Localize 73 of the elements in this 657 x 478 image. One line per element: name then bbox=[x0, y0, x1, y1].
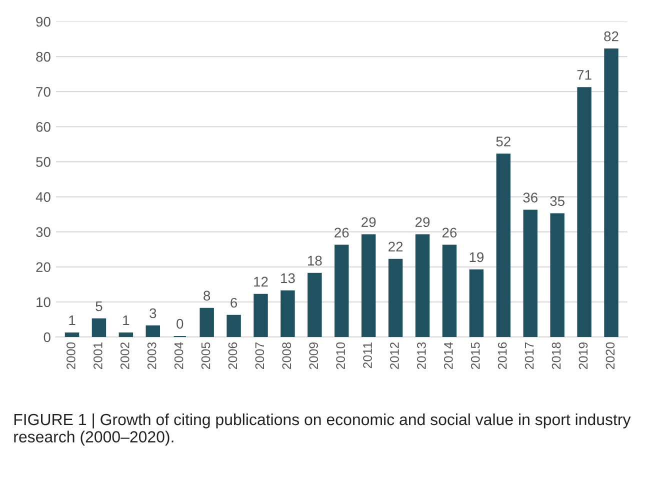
data-label: 22 bbox=[388, 242, 403, 252]
y-tick-label: 20 bbox=[36, 262, 50, 272]
x-tick-label: 2001 bbox=[93, 342, 102, 370]
x-tick-label: 2012 bbox=[390, 342, 399, 370]
x-tick-label: 2006 bbox=[228, 342, 238, 370]
y-tick-label: 70 bbox=[36, 86, 50, 97]
data-label: 18 bbox=[308, 256, 322, 266]
y-tick-label: 10 bbox=[36, 297, 50, 308]
data-label: 1 bbox=[69, 315, 76, 326]
bar bbox=[254, 294, 268, 337]
bar bbox=[92, 318, 106, 337]
x-tick-label: 2017 bbox=[524, 342, 534, 370]
y-tick-label: 90 bbox=[36, 16, 50, 27]
data-label: 5 bbox=[96, 301, 102, 312]
x-tick-label: 2015 bbox=[470, 342, 480, 370]
data-label: 13 bbox=[281, 273, 295, 284]
x-tick-label: 2009 bbox=[309, 342, 318, 370]
data-label: 29 bbox=[362, 217, 376, 228]
y-tick-label: 40 bbox=[36, 192, 50, 202]
x-tick-label: 2005 bbox=[201, 342, 210, 370]
bar bbox=[415, 234, 430, 337]
bar bbox=[523, 210, 538, 337]
bar bbox=[442, 244, 457, 337]
bar bbox=[226, 314, 241, 337]
data-label: 26 bbox=[442, 228, 457, 238]
bar bbox=[200, 308, 214, 337]
x-tick-label: 2010 bbox=[336, 342, 345, 370]
bar bbox=[118, 332, 134, 337]
bar bbox=[308, 272, 322, 337]
x-tick-label: 2020 bbox=[606, 342, 615, 370]
x-tick-label: 2011 bbox=[363, 342, 372, 368]
data-label: 1 bbox=[123, 315, 130, 326]
bar bbox=[604, 48, 618, 337]
bar bbox=[388, 258, 403, 337]
caption: FIGURE 1 | Growth of citing publications on economic and social value in sport industry research (2000–2020). bbox=[14, 413, 631, 446]
bar bbox=[577, 87, 592, 337]
data-label: 82 bbox=[604, 31, 618, 42]
data-label: 71 bbox=[577, 70, 592, 80]
data-label: 29 bbox=[416, 217, 430, 228]
x-tick-label: 2018 bbox=[552, 342, 561, 370]
data-label: 0 bbox=[176, 318, 184, 329]
bar bbox=[146, 325, 160, 337]
data-label: 8 bbox=[204, 290, 210, 301]
x-tick-label: 2003 bbox=[147, 342, 156, 370]
bar bbox=[334, 244, 349, 337]
data-label: 26 bbox=[334, 228, 349, 238]
bar bbox=[496, 154, 511, 337]
bar bbox=[361, 234, 376, 337]
x-tick-label: 2016 bbox=[498, 342, 507, 370]
y-tick-label: 30 bbox=[36, 227, 50, 237]
x-tick-label: 2004 bbox=[174, 342, 184, 370]
x-tick-label: 2002 bbox=[120, 342, 130, 370]
x-tick-label: 2000 bbox=[66, 342, 76, 370]
data-label: 52 bbox=[496, 136, 510, 146]
data-label: 12 bbox=[254, 276, 268, 286]
bar bbox=[64, 332, 80, 337]
data-label: 19 bbox=[470, 252, 484, 262]
x-tick-label: 2007 bbox=[255, 342, 264, 370]
bar bbox=[280, 290, 295, 337]
y-tick-label: 50 bbox=[36, 157, 50, 167]
y-tick-label: 80 bbox=[36, 52, 50, 62]
y-tick-label: 0 bbox=[44, 332, 50, 342]
data-label: 35 bbox=[550, 196, 564, 206]
x-tick-label: 2008 bbox=[282, 342, 292, 370]
data-label: 36 bbox=[523, 192, 538, 202]
x-tick-label: 2013 bbox=[417, 342, 426, 370]
x-tick-label: 2014 bbox=[444, 342, 453, 370]
bar bbox=[469, 269, 484, 337]
data-label: 6 bbox=[230, 298, 238, 308]
y-tick-label: 60 bbox=[36, 122, 50, 132]
data-label: 3 bbox=[150, 308, 156, 318]
bar bbox=[550, 213, 564, 337]
x-tick-label: 2019 bbox=[578, 342, 588, 370]
